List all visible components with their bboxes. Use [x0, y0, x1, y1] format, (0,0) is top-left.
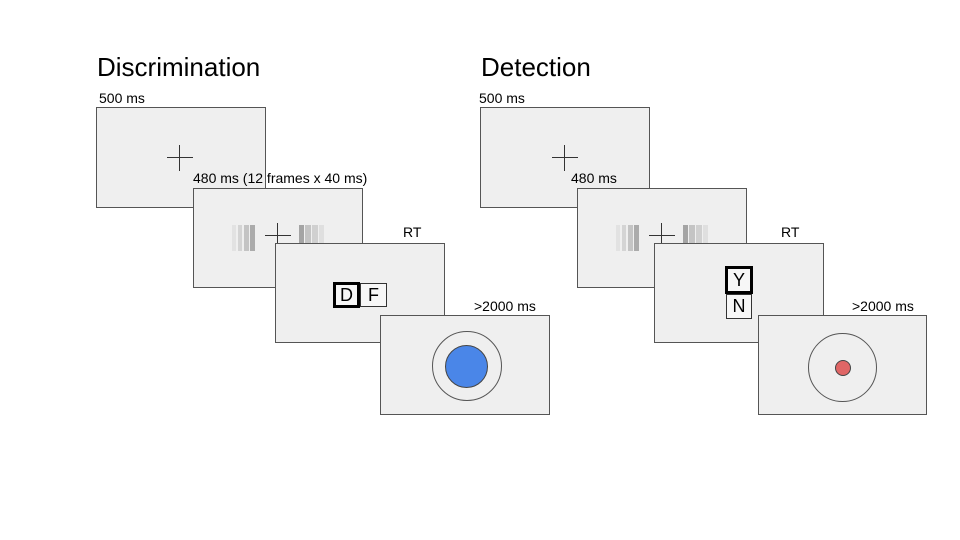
detection-stimulus-label: 480 ms — [571, 170, 617, 186]
right-grating-icon — [683, 225, 709, 251]
key-f: F — [360, 283, 387, 307]
discrimination-response-label: RT — [403, 224, 422, 240]
detection-feedback-panel — [758, 315, 927, 415]
fixation-cross-icon — [265, 223, 291, 249]
discrimination-stimulus-label: 480 ms (12 frames x 40 ms) — [193, 170, 368, 186]
fixation-cross-icon — [649, 223, 675, 249]
discrimination-feedback-panel — [380, 315, 550, 415]
right-grating-icon — [299, 225, 325, 251]
feedback-dot-icon — [445, 345, 488, 388]
left-grating-icon — [616, 225, 642, 251]
feedback-ring-icon — [432, 331, 502, 401]
detection-title: Detection — [481, 52, 591, 82]
left-grating-icon — [232, 225, 258, 251]
discrimination-fixation-label: 500 ms — [99, 90, 145, 106]
key-y: Y — [725, 266, 753, 294]
detection-fixation-label: 500 ms — [479, 90, 525, 106]
feedback-ring-icon — [808, 333, 877, 402]
detection-feedback-label: >2000 ms — [852, 298, 914, 314]
discrimination-title: Discrimination — [97, 52, 261, 82]
detection-response-label: RT — [781, 224, 800, 240]
feedback-dot-icon — [835, 360, 851, 376]
key-n: N — [726, 294, 752, 319]
key-d: D — [333, 282, 360, 308]
fixation-cross-icon — [552, 145, 578, 171]
fixation-cross-icon — [167, 145, 193, 171]
discrimination-feedback-label: >2000 ms — [474, 298, 536, 314]
